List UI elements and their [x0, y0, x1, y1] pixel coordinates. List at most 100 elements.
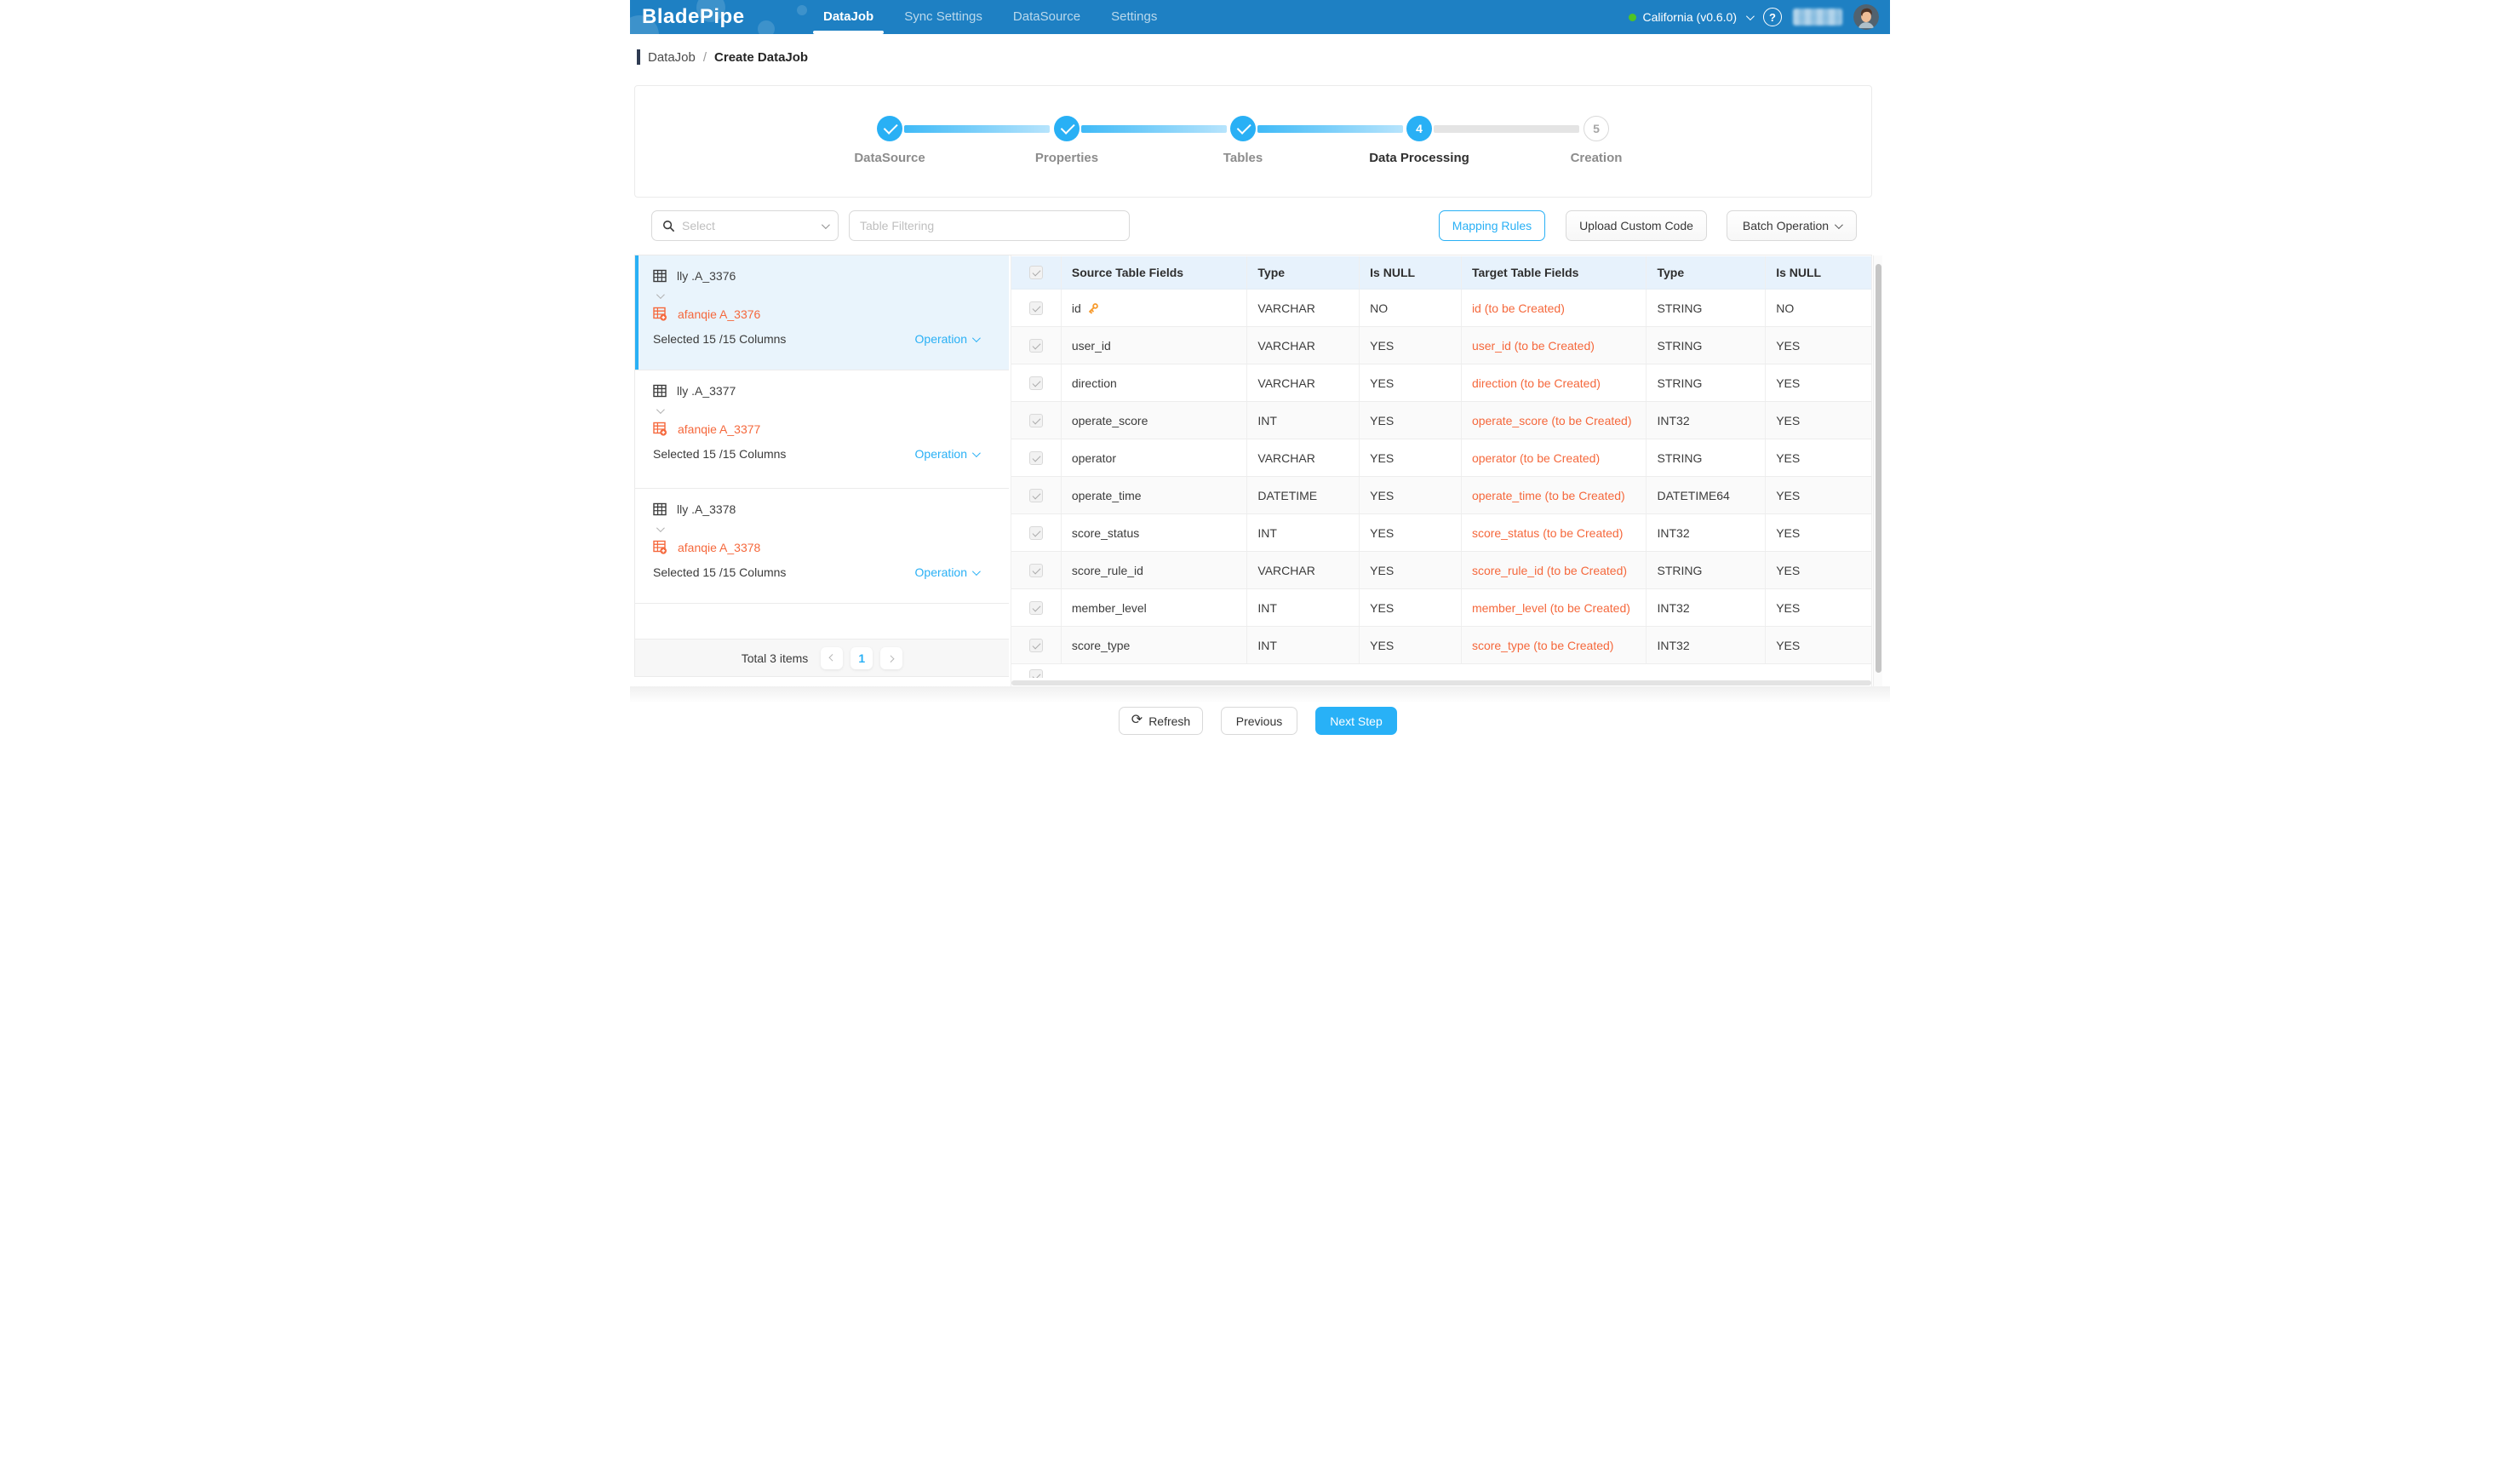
step-connector	[1081, 125, 1227, 133]
table-select-dropdown[interactable]: Select	[651, 210, 839, 241]
mapping-rules-button[interactable]: Mapping Rules	[1439, 210, 1545, 241]
username-blurred	[1793, 9, 1842, 26]
source-table-row: lly .A_3376	[653, 269, 736, 283]
source-table-row: lly .A_3377	[653, 384, 736, 398]
pagination-page-1[interactable]: 1	[850, 646, 873, 669]
row-checkbox-cell	[1011, 402, 1062, 439]
select-all-checkbox[interactable]	[1011, 256, 1062, 289]
chevron-down-icon[interactable]	[656, 405, 665, 415]
nav-tab-datajob[interactable]: DataJob	[808, 0, 889, 34]
table-card-1[interactable]: lly .A_3376 afanqie A_3376	[635, 255, 1009, 370]
target-table-add-icon	[653, 422, 667, 436]
selected-columns-text: Selected 15 /15 Columns	[653, 447, 787, 461]
source-field-cell: score_rule_id	[1062, 552, 1248, 588]
step-3-circle	[1230, 116, 1256, 141]
checkbox-checked-disabled[interactable]	[1028, 638, 1043, 652]
nav-tab-settings[interactable]: Settings	[1111, 9, 1158, 24]
pagination-prev-button[interactable]	[821, 646, 844, 669]
row-checkbox-cell	[1011, 589, 1062, 626]
source-field-name: score_status	[1071, 525, 1140, 540]
step-label-properties: Properties	[1034, 151, 1099, 165]
breadcrumb-accent-bar	[637, 49, 640, 65]
table-icon	[653, 384, 667, 398]
target-field-name: score_status (to be Created)	[1471, 525, 1624, 540]
step-4-circle: 4	[1406, 116, 1432, 141]
target-field-cell: score_type (to be Created)	[1462, 627, 1647, 663]
horizontal-scrollbar[interactable]	[1011, 680, 1871, 686]
chevron-down-icon	[971, 333, 981, 342]
vertical-scrollbar-thumb[interactable]	[1876, 264, 1881, 673]
panel-bottom-shadow	[630, 686, 1890, 703]
checkbox-checked-disabled[interactable]	[1028, 488, 1043, 502]
environment-label: California (v0.6.0)	[1642, 10, 1738, 24]
source-type-cell: INT	[1247, 627, 1360, 663]
operation-dropdown[interactable]: Operation	[915, 565, 981, 579]
chevron-down-icon[interactable]	[656, 524, 665, 533]
checkbox-checked-disabled[interactable]	[1028, 376, 1043, 390]
operation-label: Operation	[914, 447, 967, 461]
chevron-down-icon	[1835, 220, 1843, 229]
breadcrumb-separator: /	[702, 49, 707, 65]
upload-custom-code-button[interactable]: Upload Custom Code	[1566, 210, 1707, 241]
pagination: Total 3 items 1	[635, 639, 1009, 676]
col-source-table-fields: Source Table Fields	[1062, 256, 1248, 289]
table-row: operate_score INT YES	[1011, 402, 1871, 439]
target-isnull-cell: YES	[1776, 600, 1801, 615]
refresh-button[interactable]: ⟳ Refresh	[1119, 707, 1203, 735]
environment-selector[interactable]: California (v0.6.0)	[1628, 10, 1755, 24]
target-isnull-cell: YES	[1776, 525, 1801, 540]
target-isnull-cell: NO	[1776, 301, 1795, 315]
previous-button[interactable]: Previous	[1221, 707, 1297, 735]
step-number: 5	[1593, 122, 1600, 135]
target-isnull-cell: YES	[1776, 638, 1801, 652]
operation-dropdown[interactable]: Operation	[914, 447, 981, 461]
target-field-name: operator (to be Created)	[1471, 450, 1601, 465]
chevron-down-icon	[971, 566, 981, 576]
source-field-name: operate_score	[1071, 413, 1148, 427]
breadcrumb-datajob[interactable]: DataJob	[648, 49, 696, 65]
checkbox-checked-disabled[interactable]	[1028, 301, 1043, 315]
target-field-cell: operate_time (to be Created)	[1462, 477, 1647, 513]
source-isnull-cell: YES	[1360, 439, 1462, 476]
nav-tab-datasource[interactable]: DataSource	[1012, 9, 1081, 24]
nav-tab-sync-settings[interactable]: Sync Settings	[904, 9, 982, 24]
target-field-cell: direction (to be Created)	[1462, 364, 1647, 401]
logo-bubble-decoration	[758, 20, 775, 34]
target-isnull-cell: YES	[1776, 338, 1801, 353]
checkbox-checked-disabled[interactable]	[1028, 563, 1043, 577]
checkbox-checked-disabled[interactable]	[1028, 413, 1043, 427]
checkbox-checked-disabled[interactable]	[1028, 525, 1043, 540]
step-connector	[904, 125, 1050, 133]
avatar[interactable]	[1853, 4, 1879, 30]
help-icon[interactable]: ?	[1763, 8, 1782, 26]
next-step-button[interactable]: Next Step	[1315, 707, 1397, 735]
source-type-cell: VARCHAR	[1247, 552, 1360, 588]
target-field-cell: member_level (to be Created)	[1462, 589, 1647, 626]
operation-label: Operation	[914, 332, 967, 346]
source-isnull-cell: YES	[1360, 552, 1462, 588]
checkbox-checked-disabled[interactable]	[1028, 266, 1043, 279]
chevron-down-icon[interactable]	[656, 290, 665, 300]
target-table-row: afanqie A_3376	[653, 307, 760, 321]
checkbox-checked-disabled[interactable]	[1028, 450, 1043, 465]
checkbox-checked-disabled[interactable]	[1028, 338, 1043, 353]
table-card-3[interactable]: lly .A_3378 afanqie A_3378	[635, 489, 1009, 604]
target-type-cell: INT32	[1647, 627, 1767, 663]
step-5-circle: 5	[1584, 116, 1609, 141]
target-field-cell: score_rule_id (to be Created)	[1462, 552, 1647, 588]
target-field-cell: operate_score (to be Created)	[1462, 402, 1647, 439]
step-number: 4	[1416, 122, 1423, 135]
operation-dropdown[interactable]: Operation	[914, 332, 981, 346]
batch-operation-button[interactable]: Batch Operation	[1727, 210, 1857, 241]
table-card-2[interactable]: lly .A_3377 afanqie A_3377	[635, 370, 1009, 489]
source-table-name: lly .A_3377	[677, 384, 736, 398]
vertical-scrollbar-track[interactable]	[1873, 255, 1882, 686]
source-type-cell: INT	[1247, 514, 1360, 551]
table-row: direction VARCHAR YES	[1011, 364, 1871, 402]
table-row: score_rule_id VARCHAR Y	[1011, 552, 1871, 589]
target-table-name: afanqie A_3376	[678, 307, 761, 321]
table-filtering-input[interactable]	[849, 210, 1130, 241]
toolbar: Select Mapping Rules Upload Custom Code …	[630, 210, 1890, 241]
checkbox-checked-disabled[interactable]	[1028, 600, 1043, 615]
pagination-next-button[interactable]	[880, 646, 903, 669]
